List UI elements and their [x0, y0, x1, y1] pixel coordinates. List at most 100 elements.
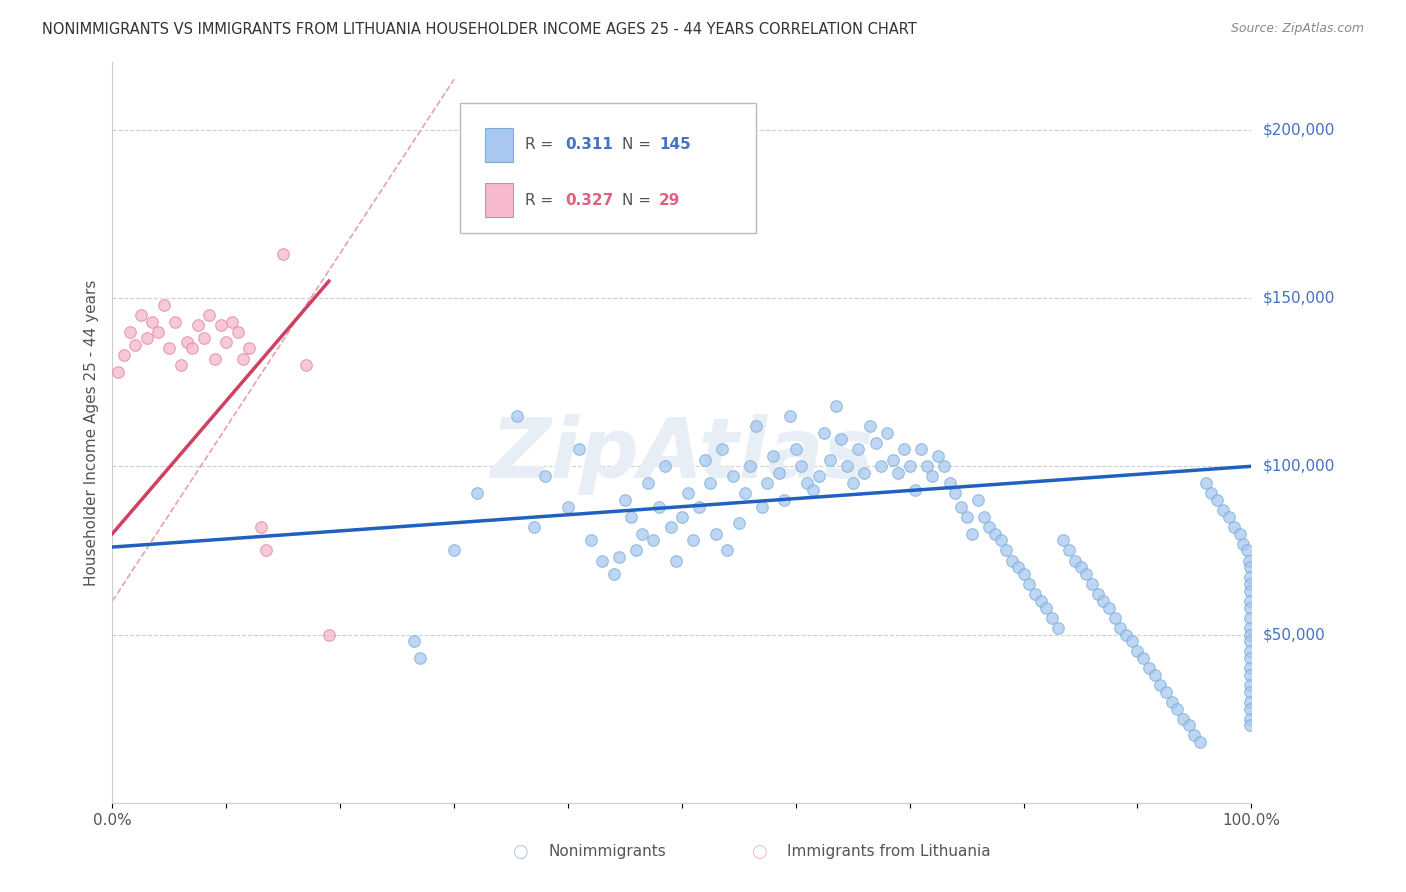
Point: [187, 318, 209, 332]
Point: [1087, 587, 1109, 601]
Point: [318, 627, 340, 641]
Point: [254, 543, 277, 558]
Point: [1239, 627, 1261, 641]
Point: [1239, 685, 1261, 699]
Point: [967, 492, 990, 507]
Point: [1201, 486, 1223, 500]
Point: [404, 634, 426, 648]
Point: [1195, 476, 1218, 491]
Point: [938, 476, 960, 491]
Point: [1063, 553, 1085, 567]
Point: [1223, 520, 1246, 534]
Point: [1239, 678, 1261, 692]
Point: [762, 449, 785, 463]
Point: [932, 459, 955, 474]
Point: [962, 526, 984, 541]
Point: [1035, 600, 1057, 615]
Point: [249, 520, 271, 534]
Point: [1239, 668, 1261, 682]
Point: [979, 520, 1001, 534]
Point: [1239, 621, 1261, 635]
Text: ○: ○: [512, 843, 529, 861]
Text: NONIMMIGRANTS VS IMMIGRANTS FROM LITHUANIA HOUSEHOLDER INCOME AGES 25 - 44 YEARS: NONIMMIGRANTS VS IMMIGRANTS FROM LITHUAN…: [42, 22, 917, 37]
Text: N =: N =: [621, 193, 655, 208]
Point: [613, 492, 636, 507]
Point: [226, 325, 249, 339]
Point: [751, 500, 773, 514]
Text: ○: ○: [751, 843, 768, 861]
Text: Source: ZipAtlas.com: Source: ZipAtlas.com: [1230, 22, 1364, 36]
Point: [801, 483, 824, 497]
Point: [107, 365, 129, 379]
Point: [135, 331, 157, 345]
Point: [910, 442, 932, 457]
Point: [676, 486, 699, 500]
Point: [1154, 685, 1177, 699]
Point: [1012, 566, 1035, 581]
Point: [893, 442, 915, 457]
Point: [1104, 610, 1126, 624]
Point: [141, 314, 163, 328]
Text: $150,000: $150,000: [1263, 291, 1334, 305]
Point: [1166, 701, 1188, 715]
Point: [523, 520, 546, 534]
Point: [620, 509, 643, 524]
Point: [740, 459, 762, 474]
Point: [1160, 695, 1182, 709]
Point: [904, 483, 927, 497]
Point: [1239, 718, 1261, 732]
Point: [1237, 553, 1260, 567]
Point: [1206, 492, 1229, 507]
Point: [1001, 553, 1024, 567]
Point: [1069, 560, 1091, 574]
Point: [221, 314, 243, 328]
Text: 0.327: 0.327: [565, 193, 614, 208]
Point: [773, 492, 796, 507]
Point: [682, 533, 704, 548]
Point: [215, 334, 238, 349]
Point: [654, 459, 676, 474]
Point: [1052, 533, 1074, 548]
Point: [813, 425, 835, 440]
Point: [118, 325, 141, 339]
Point: [882, 452, 904, 467]
Point: [159, 342, 180, 356]
Point: [1018, 577, 1040, 591]
Point: [465, 486, 488, 500]
Point: [1239, 651, 1261, 665]
Point: [835, 459, 858, 474]
Point: [785, 442, 807, 457]
Y-axis label: Householder Income Ages 25 - 44 years: Householder Income Ages 25 - 44 years: [83, 279, 98, 586]
Point: [295, 359, 318, 373]
Point: [790, 459, 813, 474]
Text: 0.311: 0.311: [565, 137, 613, 153]
Point: [745, 418, 768, 433]
Point: [1239, 712, 1261, 726]
Point: [165, 314, 187, 328]
Point: [124, 338, 146, 352]
Point: [1143, 668, 1166, 682]
Point: [409, 651, 432, 665]
Point: [1109, 621, 1132, 635]
Text: 145: 145: [659, 137, 690, 153]
Point: [607, 550, 630, 565]
FancyBboxPatch shape: [460, 103, 756, 233]
Point: [1029, 594, 1052, 608]
Point: [198, 308, 221, 322]
Point: [579, 533, 602, 548]
Point: [209, 318, 232, 332]
Point: [1184, 729, 1206, 743]
Text: $200,000: $200,000: [1263, 122, 1334, 137]
Point: [949, 500, 972, 514]
Point: [1171, 712, 1194, 726]
Point: [193, 331, 215, 345]
Point: [796, 476, 818, 491]
Point: [1007, 560, 1029, 574]
Point: [1218, 509, 1240, 524]
Point: [1239, 594, 1261, 608]
Point: [1239, 695, 1261, 709]
Point: [1229, 526, 1251, 541]
Point: [643, 533, 665, 548]
Point: [506, 409, 529, 423]
Point: [591, 553, 613, 567]
